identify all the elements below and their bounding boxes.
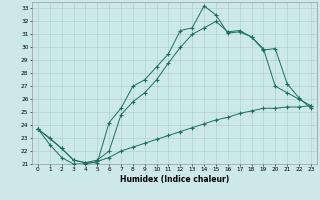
X-axis label: Humidex (Indice chaleur): Humidex (Indice chaleur) [120,175,229,184]
